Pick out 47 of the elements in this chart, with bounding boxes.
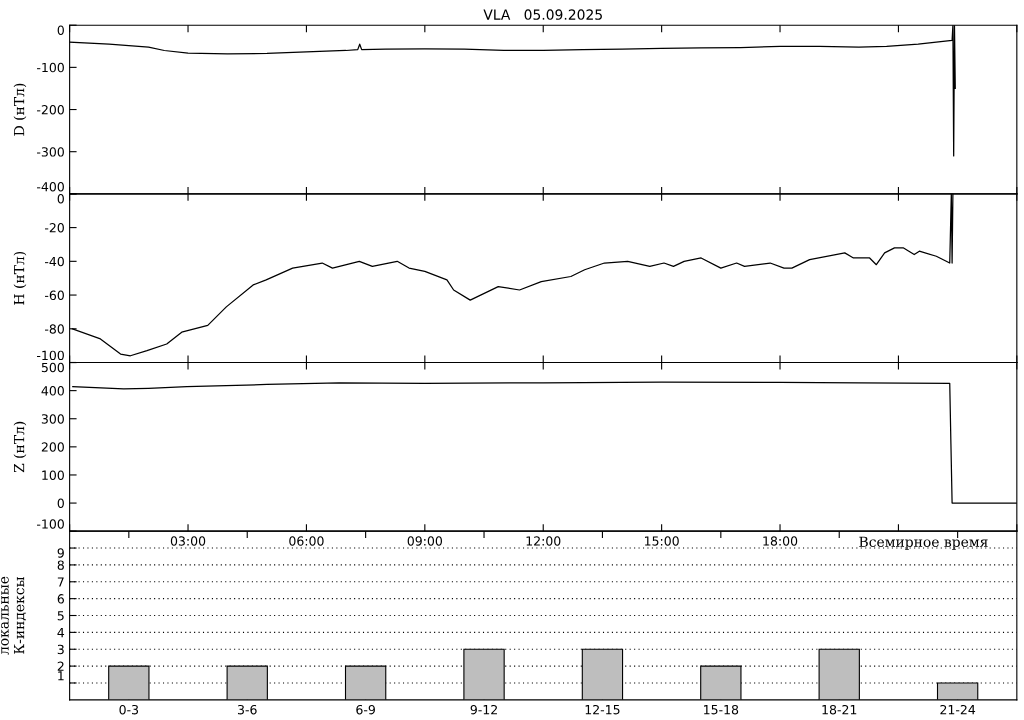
y-tick-label: 100	[42, 470, 64, 480]
y-tick-label: -40	[44, 256, 64, 267]
x-tick-label: 3-6	[237, 704, 257, 715]
y-axis-title: H (нТл)	[13, 251, 27, 305]
x-tick-label: 21-24	[940, 704, 976, 715]
y-tick-label: -80	[44, 324, 64, 334]
y-tick-label: -100	[37, 519, 64, 529]
y-axis-title: локальные К-индексы	[1, 576, 27, 655]
y-tick-label: -200	[37, 105, 64, 115]
y-tick-label: 5	[57, 611, 64, 621]
y-tick-label: 1	[58, 671, 64, 681]
y-tick-label: -100	[37, 350, 64, 361]
y-tick-label: 400	[41, 386, 64, 396]
y-tick-label: 200	[41, 442, 64, 452]
y-tick-label: 4	[57, 628, 65, 638]
x-tick-label: 15-18	[704, 704, 739, 715]
x-axis-title: Всемирное время	[859, 536, 988, 550]
x-tick-label: 12:00	[526, 536, 561, 546]
y-tick-label: 500	[41, 362, 64, 373]
y-tick-label: 9	[57, 548, 64, 558]
x-tick-label: 15:00	[644, 536, 679, 546]
x-tick-label: 12-15	[585, 704, 620, 715]
x-tick-label: 18:00	[763, 536, 798, 546]
x-tick-label: 06:00	[289, 536, 324, 546]
y-axis-title: Z (нТл)	[13, 421, 27, 473]
x-tick-label: 03:00	[170, 536, 206, 546]
y-tick-label: -300	[37, 147, 64, 157]
y-tick-label: -60	[44, 290, 64, 300]
y-tick-label: 0	[57, 498, 64, 508]
y-tick-label: 8	[57, 560, 64, 570]
x-tick-label: 0-3	[119, 704, 139, 715]
x-tick-label: 09:00	[407, 536, 443, 546]
y-tick-label: -400	[37, 181, 64, 192]
y-tick-label: -100	[37, 62, 64, 73]
y-tick-label: 6	[57, 594, 64, 604]
chart-title: VLA 05.09.2025	[483, 9, 602, 20]
y-tick-label: 3	[57, 644, 64, 655]
x-tick-label: 6-9	[356, 704, 375, 715]
y-tick-label: 300	[41, 414, 64, 424]
y-axis-title: D (нТл)	[13, 83, 27, 136]
y-tick-label: 0	[57, 25, 64, 35]
y-tick-label: 0	[57, 194, 64, 204]
y-tick-label: 2	[57, 661, 64, 671]
y-tick-label: 7	[57, 577, 64, 587]
x-tick-label: 18-21	[822, 704, 857, 715]
y-tick-label: -20	[44, 223, 64, 233]
x-tick-label: 9-12	[470, 704, 497, 715]
